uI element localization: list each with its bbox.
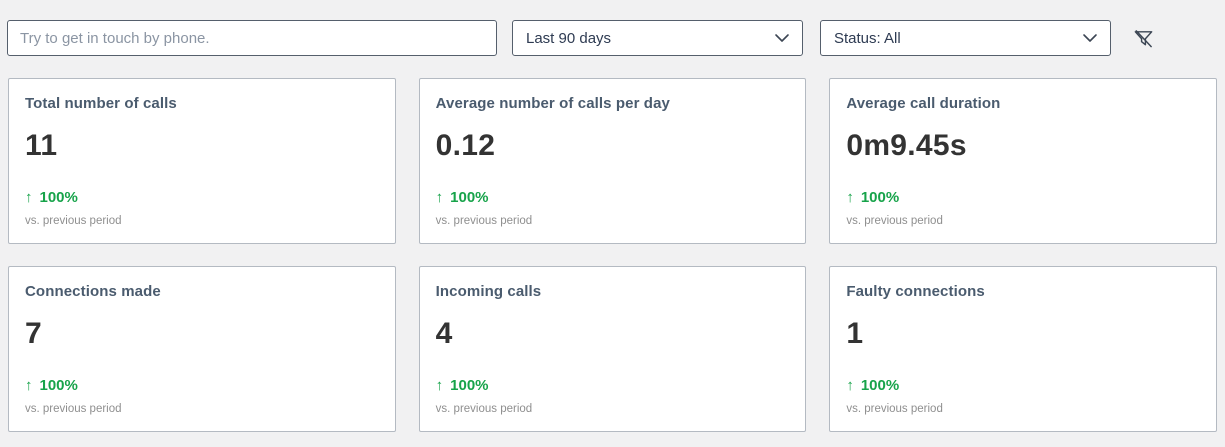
- search-input[interactable]: [7, 20, 497, 56]
- trend-note: vs. previous period: [25, 403, 122, 415]
- stat-card-value: 4: [435, 317, 453, 350]
- clear-filter-button[interactable]: [1130, 25, 1156, 51]
- period-dropdown[interactable]: Last 90 days: [512, 20, 803, 56]
- filters-toolbar: Last 90 days Status: All: [0, 0, 1225, 57]
- trend-up-arrow-icon: ↑: [25, 189, 33, 206]
- stat-card-incoming-calls: Incoming calls 4 ↑ 100% vs. previous per…: [418, 266, 807, 432]
- trend-percent: 100%: [450, 377, 489, 394]
- stat-card-title: Average number of calls per day: [435, 95, 670, 112]
- trend-note: vs. previous period: [25, 215, 122, 227]
- trend-percent: 100%: [39, 189, 78, 206]
- stat-card-title: Faulty connections: [846, 283, 985, 300]
- stat-card-value: 0.12: [435, 129, 496, 162]
- trend-note: vs. previous period: [435, 215, 533, 227]
- stat-card-trend: ↑ 100%: [846, 189, 1200, 206]
- chevron-down-icon: [775, 34, 789, 42]
- stat-card-trend: ↑ 100%: [25, 189, 379, 206]
- status-dropdown[interactable]: Status: All: [820, 20, 1111, 56]
- filter-off-icon: [1134, 29, 1152, 47]
- chevron-down-icon: [1083, 34, 1097, 42]
- trend-note: vs. previous period: [846, 215, 943, 227]
- stat-card-title: Incoming calls: [435, 283, 542, 300]
- stat-card-trend: ↑ 100%: [436, 377, 790, 394]
- trend-up-arrow-icon: ↑: [846, 189, 854, 206]
- trend-note: vs. previous period: [435, 403, 533, 415]
- trend-note: vs. previous period: [846, 403, 943, 415]
- stat-card-value: 0m9.45s: [846, 129, 967, 162]
- stat-card-value: 1: [846, 317, 864, 350]
- stat-card-value: 11: [25, 129, 58, 162]
- stat-card-value: 7: [25, 317, 42, 350]
- stat-card-trend: ↑ 100%: [436, 189, 790, 206]
- stat-card-avg-calls-per-day: Average number of calls per day 0.12 ↑ 1…: [418, 78, 807, 244]
- stat-card-faulty-connections: Faulty connections 1 ↑ 100% vs. previous…: [829, 266, 1217, 432]
- stat-card-connections-made: Connections made 7 ↑ 100% vs. previous p…: [8, 266, 396, 432]
- trend-percent: 100%: [450, 189, 489, 206]
- period-dropdown-value: Last 90 days: [526, 29, 612, 47]
- trend-up-arrow-icon: ↑: [846, 377, 854, 394]
- stat-card-trend: ↑ 100%: [25, 377, 379, 394]
- trend-up-arrow-icon: ↑: [435, 189, 444, 206]
- trend-up-arrow-icon: ↑: [435, 377, 444, 394]
- stat-card-title: Total number of calls: [25, 95, 177, 112]
- trend-up-arrow-icon: ↑: [25, 377, 33, 394]
- stat-card-title: Connections made: [25, 283, 161, 300]
- stat-card-trend: ↑ 100%: [846, 377, 1200, 394]
- trend-percent: 100%: [860, 189, 900, 206]
- trend-percent: 100%: [39, 377, 78, 394]
- stat-card-avg-call-duration: Average call duration 0m9.45s ↑ 100% vs.…: [829, 78, 1217, 244]
- status-dropdown-value: Status: All: [834, 29, 901, 47]
- stats-cards-grid: Total number of calls 11 ↑ 100% vs. prev…: [8, 78, 1217, 432]
- stat-card-title: Average call duration: [846, 95, 1001, 112]
- trend-percent: 100%: [860, 377, 900, 394]
- stat-card-total-calls: Total number of calls 11 ↑ 100% vs. prev…: [8, 78, 396, 244]
